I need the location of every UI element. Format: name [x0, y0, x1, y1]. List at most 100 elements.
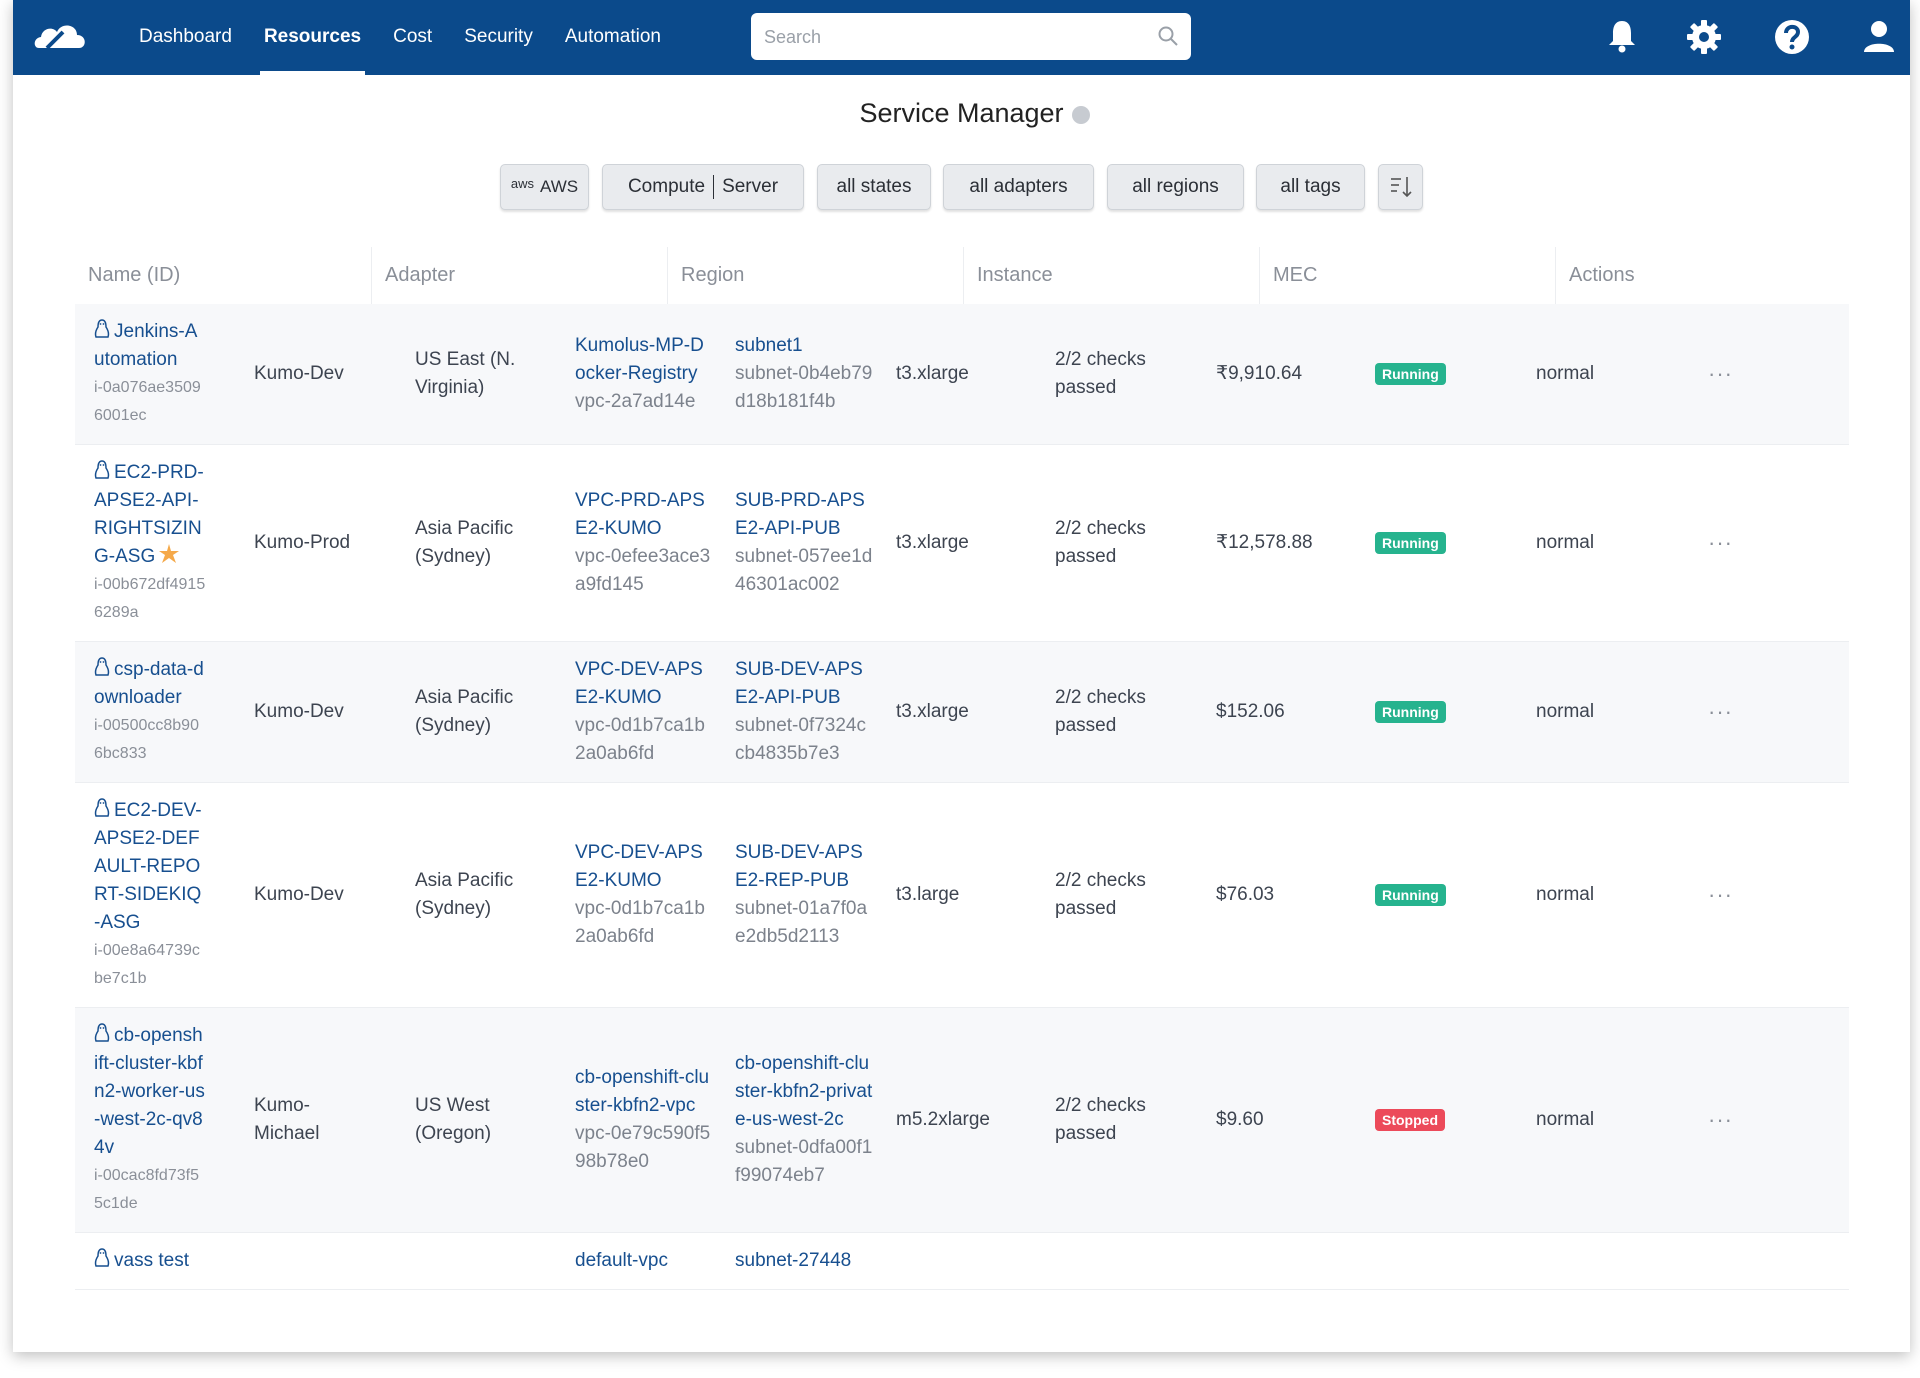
- status-cell: Running: [1375, 360, 1536, 388]
- resource-name[interactable]: Jenkins-Automation: [94, 321, 198, 370]
- state: normal: [1536, 884, 1595, 905]
- filter-button[interactable]: all tags: [1256, 164, 1365, 210]
- table-row: vass test default-vpc subnet-27448: [75, 1233, 1849, 1290]
- favorite-icon[interactable]: [155, 544, 180, 567]
- vpc-id: vpc-0e79c590f598b78e0: [575, 1123, 711, 1172]
- column-header: Actions: [1555, 247, 1851, 304]
- subnet-name[interactable]: cb-openshift-cluster-kbfn2-private-us-we…: [735, 1053, 873, 1130]
- region: US East (N. Virginia): [415, 349, 516, 398]
- subnet-name[interactable]: subnet1: [735, 335, 803, 356]
- vpc-name[interactable]: VPC-PRD-APSE2-KUMO: [575, 490, 705, 539]
- checks-cell: 2/2 checks passed: [1055, 684, 1216, 740]
- actions-cell: ···: [1708, 529, 1849, 557]
- mec-cost: ₹9,910.64: [1216, 363, 1303, 384]
- resource-name-link[interactable]: cb-openshift-cluster-kbfn2-worker-us-wes…: [94, 1022, 206, 1162]
- filter-button[interactable]: all states: [817, 164, 931, 210]
- resource-name[interactable]: EC2-DEV-APSE2-DEFAULT-REPORT-SIDEKIQ-ASG: [94, 800, 202, 933]
- checks-cell: 2/2 checks passed: [1055, 1092, 1216, 1148]
- resource-name-link[interactable]: Jenkins-Automation: [94, 318, 206, 374]
- subnet-name[interactable]: SUB-DEV-APSE2-REP-PUB: [735, 842, 863, 891]
- filter-button[interactable]: all regions: [1107, 164, 1244, 210]
- resource-name-link[interactable]: csp-data-downloader: [94, 656, 206, 712]
- vpc-name[interactable]: VPC-DEV-APSE2-KUMO: [575, 842, 703, 891]
- settings-icon[interactable]: [1686, 19, 1722, 55]
- vpc-id: vpc-0d1b7ca1b2a0ab6fd: [575, 715, 705, 764]
- help-icon[interactable]: [1774, 19, 1810, 55]
- checks-cell: 2/2 checks passed: [1055, 515, 1216, 571]
- region: US West (Oregon): [415, 1095, 492, 1144]
- sort-button[interactable]: [1378, 164, 1423, 210]
- state: normal: [1536, 363, 1595, 384]
- region-cell: Asia Pacific (Sydney): [415, 515, 575, 571]
- instance-type: t3.xlarge: [896, 701, 969, 722]
- subnet-id: subnet-0b4eb79d18b181f4b: [735, 363, 873, 412]
- info-icon[interactable]: [1072, 106, 1090, 124]
- resource-name[interactable]: cb-openshift-cluster-kbfn2-worker-us-wes…: [94, 1025, 205, 1158]
- vpc-name[interactable]: cb-openshift-cluster-kbfn2-vpc: [575, 1067, 710, 1116]
- logo[interactable]: [33, 18, 89, 56]
- resource-name-link[interactable]: vass test: [94, 1247, 206, 1275]
- instance-type: t3.xlarge: [896, 532, 969, 553]
- nav-item[interactable]: Resources: [248, 0, 377, 75]
- instance-cell: m5.2xlarge: [896, 1106, 1055, 1134]
- actions-menu[interactable]: ···: [1708, 1107, 1733, 1132]
- region-cell: US West (Oregon): [415, 1092, 575, 1148]
- mec-cell: ₹12,578.88: [1216, 529, 1375, 557]
- mec-cell: $152.06: [1216, 698, 1375, 726]
- column-header: MEC: [1259, 247, 1555, 304]
- nav-item[interactable]: Automation: [564, 26, 661, 47]
- status-cell: Running: [1375, 881, 1536, 909]
- state-cell: normal: [1536, 698, 1708, 726]
- mec-cost: $9.60: [1216, 1109, 1264, 1130]
- resource-name[interactable]: vass test: [114, 1250, 189, 1271]
- subnet-cell: subnet1 subnet-0b4eb79d18b181f4b: [735, 332, 896, 416]
- mec-cost: ₹12,578.88: [1216, 532, 1313, 553]
- provider-filter[interactable]: aws AWS: [500, 164, 589, 210]
- region-cell: US East (N. Virginia): [415, 346, 575, 402]
- status-checks: 2/2 checks passed: [1055, 349, 1146, 398]
- subnet-name[interactable]: subnet-27448: [735, 1250, 852, 1271]
- column-header: Region: [667, 247, 963, 304]
- column-header: Name (ID): [88, 264, 181, 286]
- subnet-name[interactable]: SUB-DEV-APSE2-API-PUB: [735, 659, 863, 708]
- actions-menu[interactable]: ···: [1708, 361, 1733, 386]
- adapter-cell: Kumo-Dev: [254, 360, 415, 388]
- nav-item[interactable]: Dashboard: [139, 26, 232, 47]
- vpc-name[interactable]: VPC-DEV-APSE2-KUMO: [575, 659, 703, 708]
- table-row: Jenkins-Automation i-0a076ae35096001ec Kum…: [75, 304, 1849, 445]
- instance-type: m5.2xlarge: [896, 1109, 990, 1130]
- subnet-name[interactable]: SUB-PRD-APSE2-API-PUB: [735, 490, 865, 539]
- actions-menu[interactable]: ···: [1708, 530, 1733, 555]
- service-filter[interactable]: Compute Server: [602, 164, 804, 210]
- subnet-id: subnet-0dfa00f1f99074eb7: [735, 1137, 873, 1186]
- status-badge: Running: [1375, 363, 1446, 385]
- state: normal: [1536, 701, 1595, 722]
- mec-cost: $152.06: [1216, 701, 1285, 722]
- search-placeholder: Search: [764, 27, 822, 47]
- status-cell: Running: [1375, 529, 1536, 557]
- vpc-name[interactable]: default-vpc: [575, 1250, 668, 1271]
- nav-menu: Dashboard Resources Cost Security Automation: [123, 0, 677, 75]
- subnet-cell: SUB-DEV-APSE2-API-PUB subnet-0f7324ccb483…: [735, 656, 896, 768]
- vpc-id: vpc-0d1b7ca1b2a0ab6fd: [575, 898, 705, 947]
- table-row: cb-openshift-cluster-kbfn2-worker-us-wes…: [75, 1008, 1849, 1233]
- resource-name-link[interactable]: EC2-DEV-APSE2-DEFAULT-REPORT-SIDEKIQ-ASG: [94, 797, 206, 937]
- actions-menu[interactable]: ···: [1708, 699, 1733, 724]
- notifications-icon[interactable]: [1607, 19, 1637, 53]
- resource-name[interactable]: csp-data-downloader: [94, 659, 204, 708]
- os-icon: [94, 1023, 114, 1046]
- search-box[interactable]: Search: [751, 13, 1191, 60]
- nav-item[interactable]: Cost: [393, 26, 433, 47]
- resource-id: i-00b672df49156289a: [94, 576, 206, 621]
- user-icon[interactable]: [1862, 19, 1896, 53]
- nav-item[interactable]: Security: [464, 26, 533, 47]
- resource-name-link[interactable]: EC2-PRD-APSE2-API-RIGHTSIZING-ASG: [94, 459, 206, 571]
- resource-name[interactable]: EC2-PRD-APSE2-API-RIGHTSIZING-ASG: [94, 462, 204, 567]
- resource-id: i-0a076ae35096001ec: [94, 379, 201, 424]
- status-badge: Running: [1375, 701, 1446, 723]
- filter-button[interactable]: all adapters: [943, 164, 1094, 210]
- vpc-name[interactable]: Kumolus-MP-Docker-Registry: [575, 335, 704, 384]
- actions-menu[interactable]: ···: [1708, 882, 1733, 907]
- instance-cell: t3.xlarge: [896, 360, 1055, 388]
- subnet-id: subnet-01a7f0ae2db5d2113: [735, 898, 868, 947]
